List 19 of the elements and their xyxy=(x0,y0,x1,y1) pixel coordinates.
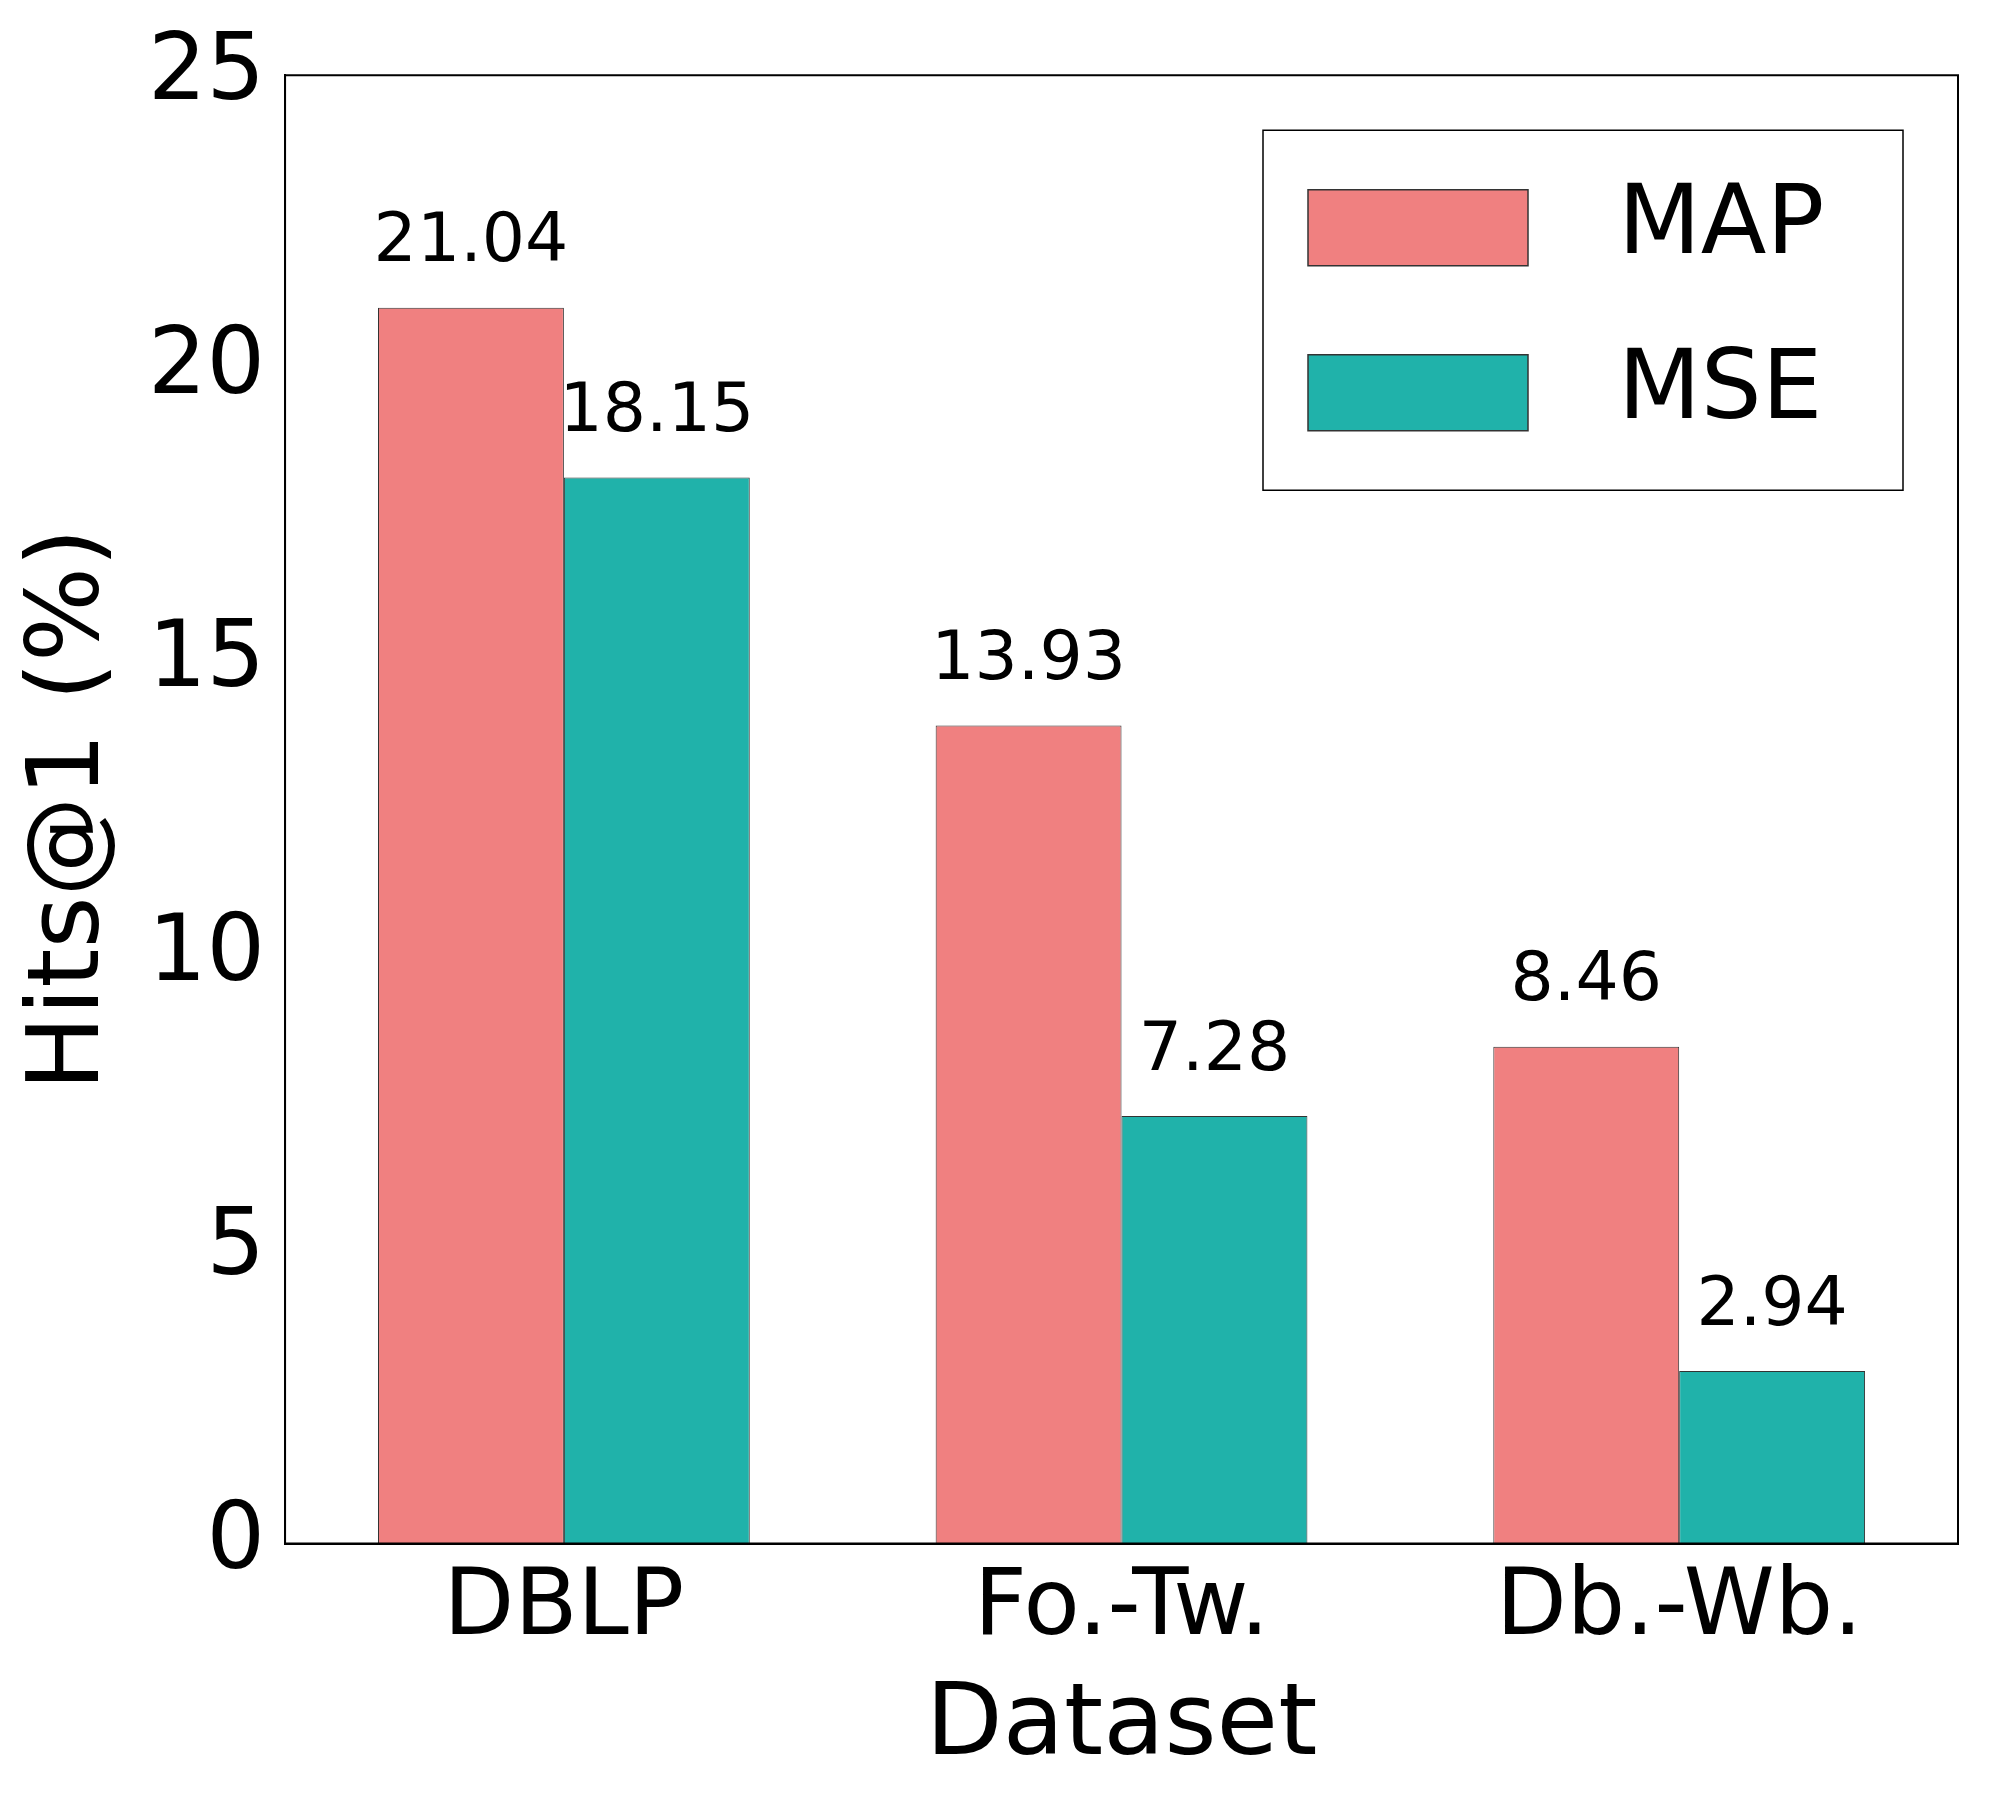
y-tick-label: 10 xyxy=(147,895,266,1003)
legend-label: MAP xyxy=(1618,163,1825,276)
y-tick-label: 15 xyxy=(147,601,266,709)
data-label: 13.93 xyxy=(931,616,1126,696)
x-tick-label: Db.-Wb. xyxy=(1495,1548,1863,1656)
data-label: 18.15 xyxy=(559,368,755,448)
data-label: 7.28 xyxy=(1138,1006,1291,1086)
data-label: 21.04 xyxy=(373,198,569,278)
x-axis-title: Dataset xyxy=(925,1660,1318,1778)
data-label: 2.94 xyxy=(1696,1261,1848,1341)
y-tick-label: 25 xyxy=(147,14,266,122)
y-tick-label: 0 xyxy=(206,1482,266,1590)
data-label: 8.46 xyxy=(1510,937,1662,1017)
x-tick-label: DBLP xyxy=(443,1548,685,1656)
y-tick-label: 5 xyxy=(206,1188,266,1296)
legend-label: MSE xyxy=(1618,328,1823,441)
x-tick-label: Fo.-Tw. xyxy=(973,1548,1270,1656)
y-tick-label: 20 xyxy=(147,307,266,415)
y-axis-title: Hits@1 (%) xyxy=(4,528,122,1091)
